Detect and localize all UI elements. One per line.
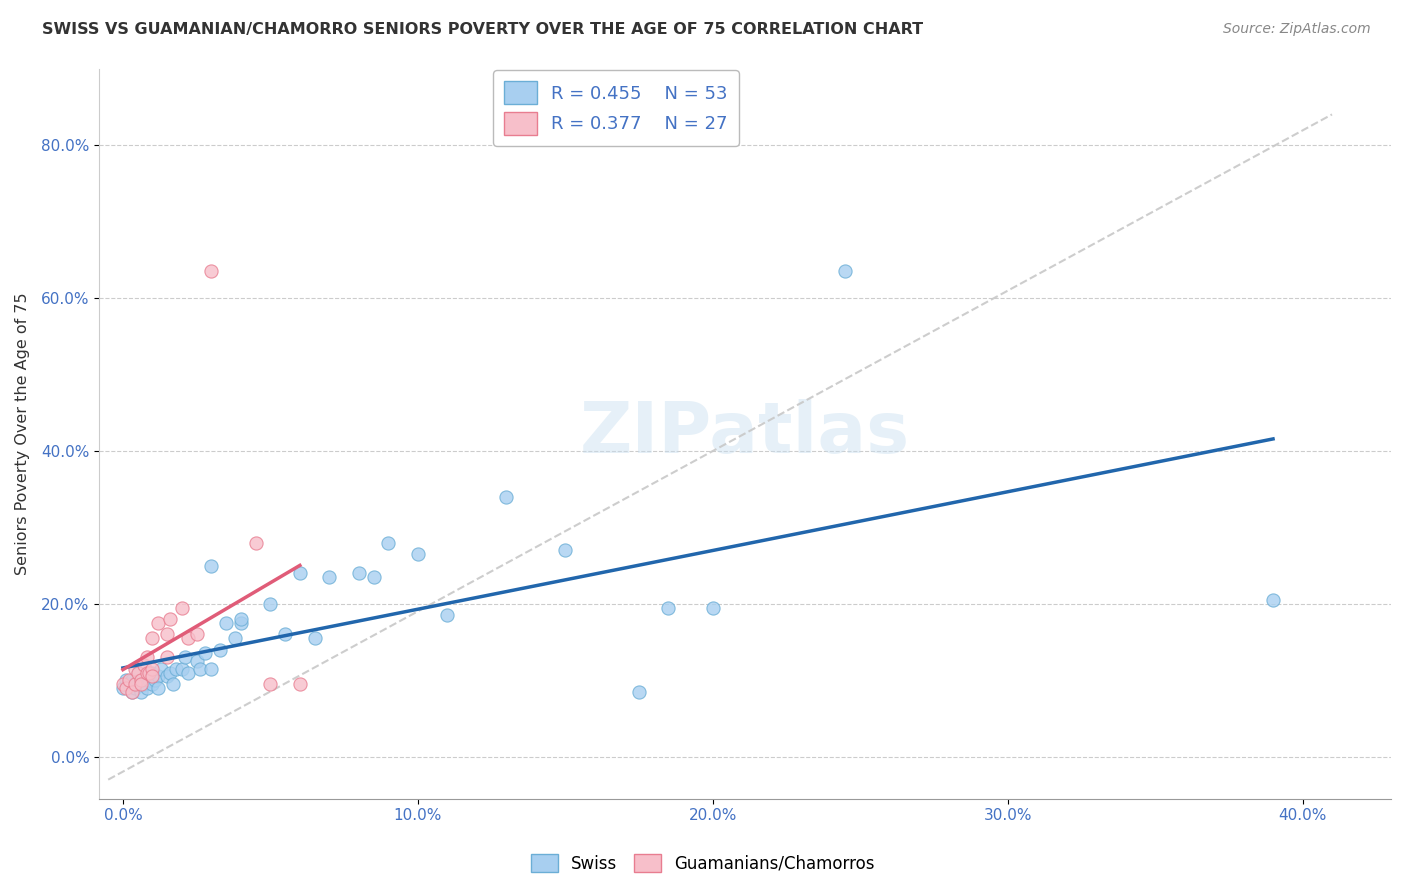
Point — [115, 681, 138, 695]
Point — [200, 264, 222, 278]
Point — [200, 558, 222, 573]
Point — [138, 665, 160, 680]
Point — [127, 677, 149, 691]
Point — [118, 673, 141, 688]
Point — [834, 264, 856, 278]
Point — [124, 662, 146, 676]
Point — [165, 662, 187, 676]
Point — [627, 684, 650, 698]
Point — [229, 615, 252, 630]
Point — [159, 612, 181, 626]
Point — [245, 535, 267, 549]
Point — [156, 669, 179, 683]
Point — [121, 684, 143, 698]
Point — [145, 673, 167, 688]
Point — [135, 681, 157, 695]
Point — [135, 665, 157, 680]
Point — [170, 600, 193, 615]
Point — [141, 677, 163, 691]
Point — [200, 662, 222, 676]
Point — [129, 684, 152, 698]
Point — [554, 543, 576, 558]
Point — [141, 662, 163, 676]
Legend: R = 0.455    N = 53, R = 0.377    N = 27: R = 0.455 N = 53, R = 0.377 N = 27 — [494, 70, 738, 145]
Point — [129, 673, 152, 688]
Point — [148, 681, 170, 695]
Point — [495, 490, 517, 504]
Point — [159, 665, 181, 680]
Point — [288, 566, 311, 581]
Point — [194, 647, 217, 661]
Point — [141, 631, 163, 645]
Point — [121, 684, 143, 698]
Point — [170, 662, 193, 676]
Point — [657, 600, 679, 615]
Point — [224, 631, 246, 645]
Point — [156, 627, 179, 641]
Point — [229, 612, 252, 626]
Point — [129, 677, 152, 691]
Point — [363, 570, 385, 584]
Point — [132, 657, 155, 672]
Text: SWISS VS GUAMANIAN/CHAMORRO SENIORS POVERTY OVER THE AGE OF 75 CORRELATION CHART: SWISS VS GUAMANIAN/CHAMORRO SENIORS POVE… — [42, 22, 924, 37]
Point — [127, 665, 149, 680]
Point — [259, 677, 281, 691]
Point — [177, 631, 200, 645]
Point — [304, 631, 326, 645]
Point — [215, 615, 238, 630]
Point — [436, 608, 458, 623]
Point — [188, 662, 211, 676]
Point — [138, 673, 160, 688]
Point — [288, 677, 311, 691]
Point — [274, 627, 297, 641]
Text: ZIPatlas: ZIPatlas — [581, 399, 910, 468]
Point — [111, 681, 134, 695]
Point — [318, 570, 340, 584]
Point — [127, 665, 149, 680]
Point — [124, 677, 146, 691]
Point — [377, 535, 399, 549]
Point — [132, 677, 155, 691]
Point — [186, 627, 208, 641]
Text: Source: ZipAtlas.com: Source: ZipAtlas.com — [1223, 22, 1371, 37]
Point — [135, 650, 157, 665]
Point — [124, 681, 146, 695]
Point — [141, 669, 163, 683]
Point — [177, 665, 200, 680]
Point — [347, 566, 370, 581]
Point — [135, 669, 157, 683]
Point — [148, 615, 170, 630]
Point — [121, 673, 143, 688]
Point — [1261, 593, 1284, 607]
Point — [162, 677, 184, 691]
Point — [406, 547, 429, 561]
Point — [186, 654, 208, 668]
Point — [259, 597, 281, 611]
Point — [702, 600, 724, 615]
Point — [173, 650, 195, 665]
Legend: Swiss, Guamanians/Chamorros: Swiss, Guamanians/Chamorros — [524, 847, 882, 880]
Point — [111, 677, 134, 691]
Point — [115, 673, 138, 688]
Point — [156, 650, 179, 665]
Point — [150, 662, 173, 676]
Point — [141, 665, 163, 680]
Point — [118, 677, 141, 691]
Point — [148, 669, 170, 683]
Y-axis label: Seniors Poverty Over the Age of 75: Seniors Poverty Over the Age of 75 — [15, 293, 30, 575]
Point — [209, 642, 232, 657]
